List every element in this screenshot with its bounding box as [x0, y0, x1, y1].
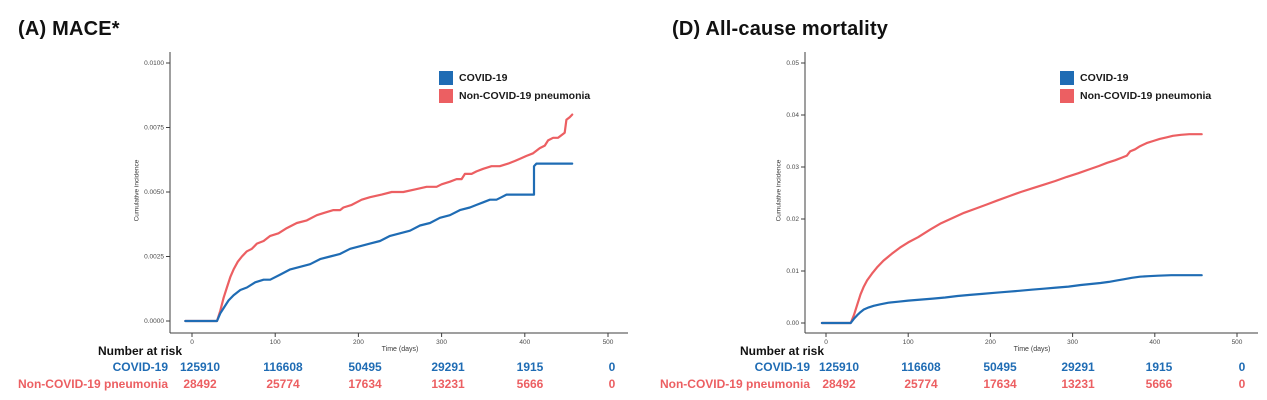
covid-legend-swatch	[1060, 71, 1074, 85]
svg-text:100: 100	[270, 339, 281, 346]
risk-row-label-covid: COVID-19	[754, 360, 810, 374]
svg-text:0.04: 0.04	[786, 112, 799, 119]
risk-value: 116608	[263, 360, 303, 374]
svg-text:500: 500	[603, 339, 614, 346]
svg-text:0.03: 0.03	[786, 164, 799, 171]
risk-value: 0	[608, 360, 616, 374]
svg-text:0.05: 0.05	[786, 60, 799, 67]
svg-text:300: 300	[436, 339, 447, 346]
svg-text:300: 300	[1067, 339, 1078, 346]
svg-text:0.00: 0.00	[786, 320, 799, 327]
risk-row-label-covid: COVID-19	[112, 360, 168, 374]
risk-value: 116608	[901, 360, 941, 374]
svg-text:0.01: 0.01	[786, 268, 799, 275]
legend-item-noncovid: Non-COVID-19 pneumonia	[439, 89, 590, 103]
panel-a-xlabel: Time (days)	[381, 346, 419, 353]
noncovid-legend-label: Non-COVID-19 pneumonia	[1080, 90, 1212, 102]
risk-value: 0	[608, 377, 616, 391]
noncovid-legend-swatch	[1060, 89, 1074, 103]
risk-row-label-noncovid: Non-COVID-19 pneumonia	[17, 377, 168, 391]
risk-value: 0	[1238, 360, 1246, 374]
risk-value: 25774	[904, 377, 938, 391]
svg-text:500: 500	[1232, 339, 1243, 346]
risk-row-label-noncovid: Non-COVID-19 pneumonia	[659, 377, 810, 391]
risk-value: 29291	[1061, 360, 1095, 374]
svg-text:0: 0	[190, 339, 194, 346]
risk-value: 13231	[431, 377, 465, 391]
svg-text:400: 400	[1149, 339, 1160, 346]
panel-d-title: (D) All-cause mortality	[672, 18, 889, 40]
svg-text:0.0075: 0.0075	[144, 125, 164, 132]
svg-text:200: 200	[985, 339, 996, 346]
risk-value: 29291	[431, 360, 465, 374]
risk-value: 50495	[983, 360, 1017, 374]
svg-text:100: 100	[903, 339, 914, 346]
risk-table-header: Number at risk	[98, 344, 183, 358]
risk-value: 1915	[516, 360, 544, 374]
panel-d-ylabel: Cumulative incidence	[775, 159, 783, 222]
risk-value: 5666	[1145, 377, 1173, 391]
noncovid-legend-label: Non-COVID-19 pneumonia	[459, 90, 591, 102]
svg-text:0: 0	[824, 339, 828, 346]
risk-value: 125910	[179, 360, 221, 374]
risk-value: 17634	[348, 377, 382, 391]
risk-value: 1915	[1145, 360, 1173, 374]
covid-legend-label: COVID-19	[1080, 72, 1129, 84]
legend-item-covid: COVID-19	[439, 71, 590, 85]
svg-text:0.0025: 0.0025	[144, 254, 164, 261]
risk-table-header: Number at risk	[740, 344, 825, 358]
risk-value: 0	[1238, 377, 1246, 391]
risk-value: 125910	[818, 360, 860, 374]
svg-text:400: 400	[519, 339, 530, 346]
panel-a-title: (A) MACE*	[18, 18, 120, 40]
svg-text:200: 200	[353, 339, 364, 346]
covid-legend-swatch	[439, 71, 453, 85]
risk-value: 5666	[516, 377, 544, 391]
risk-value: 50495	[348, 360, 382, 374]
legend-a: COVID-19 Non-COVID-19 pneumonia	[439, 71, 590, 103]
risk-value: 25774	[266, 377, 300, 391]
svg-text:0.0100: 0.0100	[144, 60, 164, 67]
risk-value: 17634	[983, 377, 1017, 391]
panel-d-xlabel: Time (days)	[1013, 346, 1051, 353]
legend-d: COVID-19 Non-COVID-19 pneumonia	[1060, 71, 1211, 103]
panel-a-ylabel: Cumulative incidence	[133, 159, 141, 222]
risk-value: 28492	[822, 377, 856, 391]
svg-text:0.0050: 0.0050	[144, 189, 164, 196]
noncovid-legend-swatch	[439, 89, 453, 103]
covid-legend-label: COVID-19	[459, 72, 508, 84]
risk-value: 13231	[1061, 377, 1095, 391]
svg-text:0.02: 0.02	[786, 216, 799, 223]
legend-item-noncovid: Non-COVID-19 pneumonia	[1060, 89, 1211, 103]
risk-value: 28492	[183, 377, 217, 391]
svg-text:0.0000: 0.0000	[144, 318, 164, 325]
legend-item-covid: COVID-19	[1060, 71, 1211, 85]
